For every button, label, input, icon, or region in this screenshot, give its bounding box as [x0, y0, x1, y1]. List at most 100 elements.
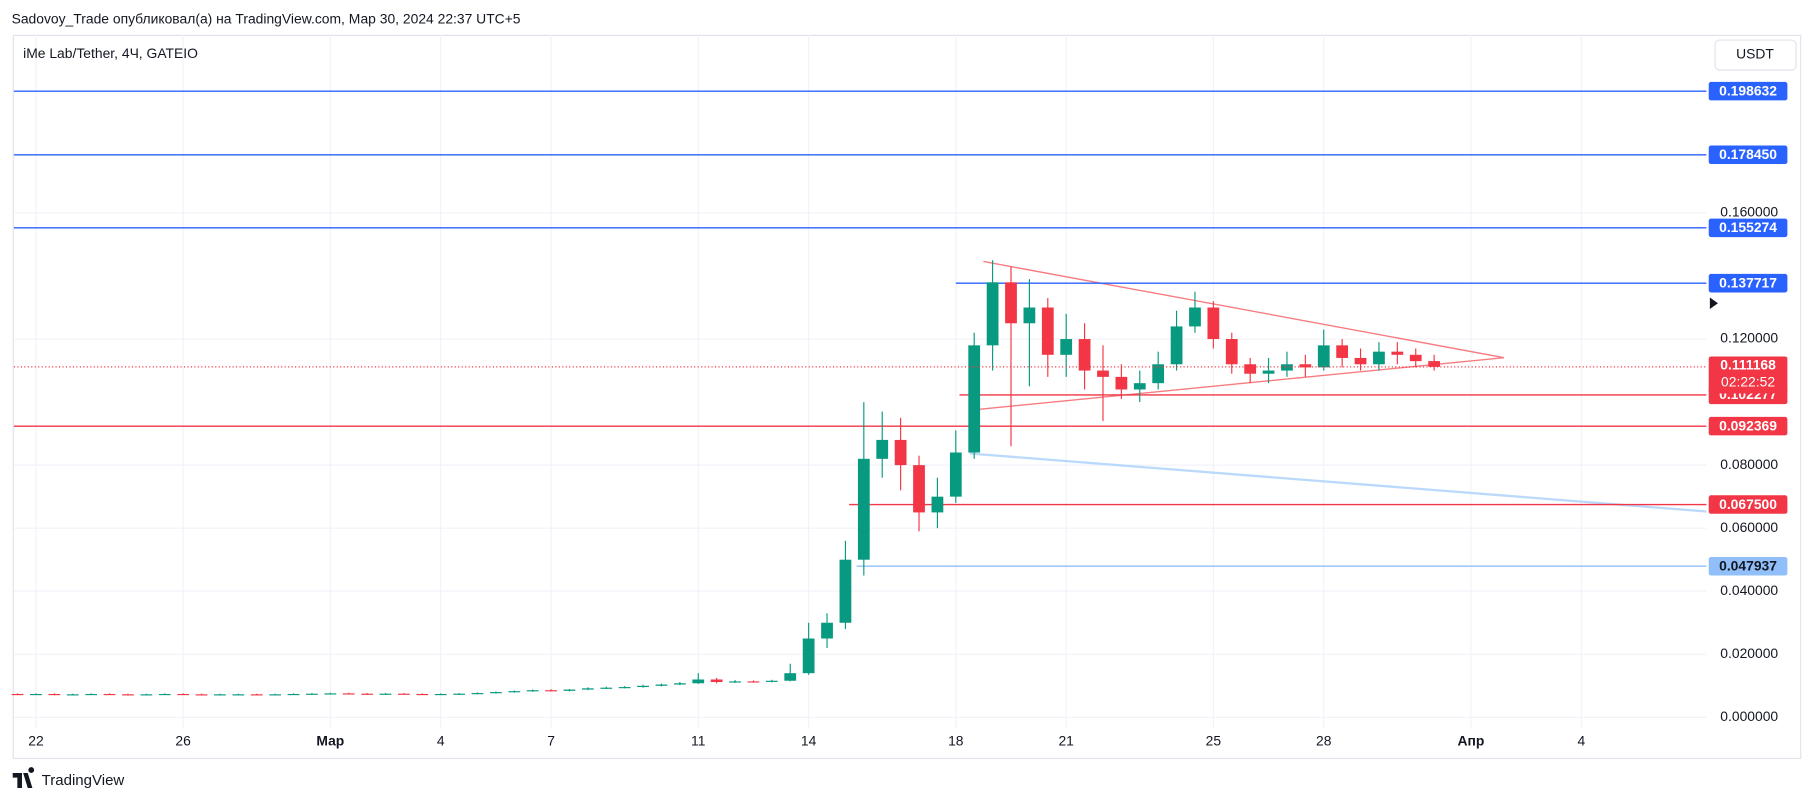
- candle-body: [581, 688, 594, 690]
- axis-arrow: [1709, 297, 1718, 310]
- x-tick-label: 4: [437, 732, 445, 748]
- candle-body: [821, 622, 833, 639]
- price-label-bg: [1708, 273, 1788, 293]
- last-price-label: 0.111168: [1720, 356, 1776, 372]
- candle-body: [453, 693, 465, 695]
- candle-body: [1078, 339, 1091, 371]
- candle-body: [1262, 370, 1275, 374]
- candle-body: [1409, 354, 1422, 362]
- price-label: 0.155274: [1719, 219, 1777, 235]
- candle-body: [195, 694, 208, 696]
- candle-body: [1060, 339, 1073, 355]
- y-tick-label: 0.000000: [1720, 708, 1778, 724]
- brand-text: TradingView: [42, 772, 125, 789]
- candle-body: [232, 694, 245, 696]
- candle-body: [637, 685, 649, 688]
- price-label: 0.092369: [1719, 417, 1777, 433]
- candle-body: [894, 439, 907, 466]
- candle-body: [85, 693, 98, 696]
- currency-label[interactable]: USDT: [1736, 46, 1774, 62]
- header-text: Sadovoy_Trade опубликовал(а) на TradingV…: [12, 10, 521, 26]
- candle-body: [177, 693, 190, 696]
- price-label-bg: [1708, 218, 1788, 238]
- candle-body: [968, 345, 981, 453]
- candle-body: [563, 689, 576, 691]
- candle-body: [140, 694, 153, 696]
- candle-body: [1097, 370, 1109, 377]
- candle-body: [1299, 364, 1312, 368]
- candle-body: [1005, 282, 1017, 324]
- x-tick-label: 11: [691, 732, 706, 748]
- candle-body: [269, 694, 282, 696]
- price-label-bg: [1708, 81, 1788, 101]
- candle-body: [103, 693, 116, 696]
- candle-body: [287, 693, 300, 696]
- candle-body: [1133, 383, 1146, 390]
- candle-body: [618, 687, 631, 689]
- price-label-bg: [1708, 556, 1788, 576]
- y-tick-label: 0.040000: [1720, 582, 1778, 598]
- price-label-bg: [1708, 495, 1788, 514]
- candle-body: [600, 687, 613, 689]
- logo-mark: [12, 767, 35, 788]
- x-tick-label: 22: [28, 732, 44, 748]
- candle-body: [434, 693, 447, 696]
- candle-body: [931, 496, 944, 513]
- candle-body: [949, 452, 962, 497]
- candle-body: [30, 693, 42, 696]
- candle-body: [250, 694, 263, 696]
- x-tick-label: 14: [801, 732, 817, 748]
- price-label: 0.178450: [1719, 146, 1777, 162]
- candle-body: [673, 683, 686, 685]
- candle-body: [306, 693, 318, 695]
- candle-body: [655, 684, 668, 686]
- y-tick-label: 0.120000: [1720, 330, 1778, 346]
- candle-body: [876, 439, 889, 459]
- candle-body: [11, 693, 24, 696]
- x-tick-label: Апр: [1457, 732, 1484, 748]
- candle-body: [1354, 357, 1367, 365]
- candle-body: [214, 694, 226, 696]
- candle-body: [471, 693, 484, 695]
- candle-body: [1115, 376, 1128, 390]
- currency-button[interactable]: [1714, 39, 1797, 71]
- candle-body: [48, 693, 61, 696]
- price-label: 0.198632: [1719, 82, 1777, 98]
- candle-body: [747, 681, 760, 683]
- candle-body: [1207, 307, 1220, 340]
- candle-body: [710, 679, 723, 683]
- candle-body: [784, 673, 797, 681]
- candle-body: [1317, 345, 1330, 368]
- candle-body: [526, 690, 539, 692]
- countdown-label: 02:22:52: [1721, 374, 1775, 390]
- trend-line: [983, 260, 1505, 359]
- brand-logo: [12, 767, 35, 788]
- y-tick-label: 0.060000: [1720, 519, 1778, 535]
- price-label: 0.067500: [1719, 496, 1777, 512]
- plot-area: [11, 34, 1707, 729]
- x-tick-label: 4: [1577, 732, 1585, 748]
- candle-body: [1373, 351, 1385, 365]
- candle-body: [122, 694, 134, 696]
- x-tick-label: 21: [1058, 732, 1074, 748]
- candle-body: [1391, 351, 1404, 355]
- candle-body: [1336, 345, 1349, 358]
- candle-body: [361, 693, 373, 695]
- x-tick-label: 28: [1316, 732, 1332, 748]
- candle-body: [1281, 364, 1293, 371]
- last-price-bg: [1708, 356, 1788, 394]
- price-label: 0.047937: [1719, 557, 1777, 573]
- candle-body: [729, 681, 741, 683]
- candle-body: [489, 692, 502, 694]
- price-label-bg: [1708, 416, 1788, 436]
- candle-body: [1041, 307, 1054, 355]
- candle-body: [765, 680, 778, 682]
- candle-body: [913, 465, 925, 513]
- candle-body: [1225, 339, 1238, 365]
- candle-body: [986, 282, 999, 346]
- x-tick-label: 7: [547, 732, 555, 748]
- x-tick-label: 26: [175, 732, 191, 748]
